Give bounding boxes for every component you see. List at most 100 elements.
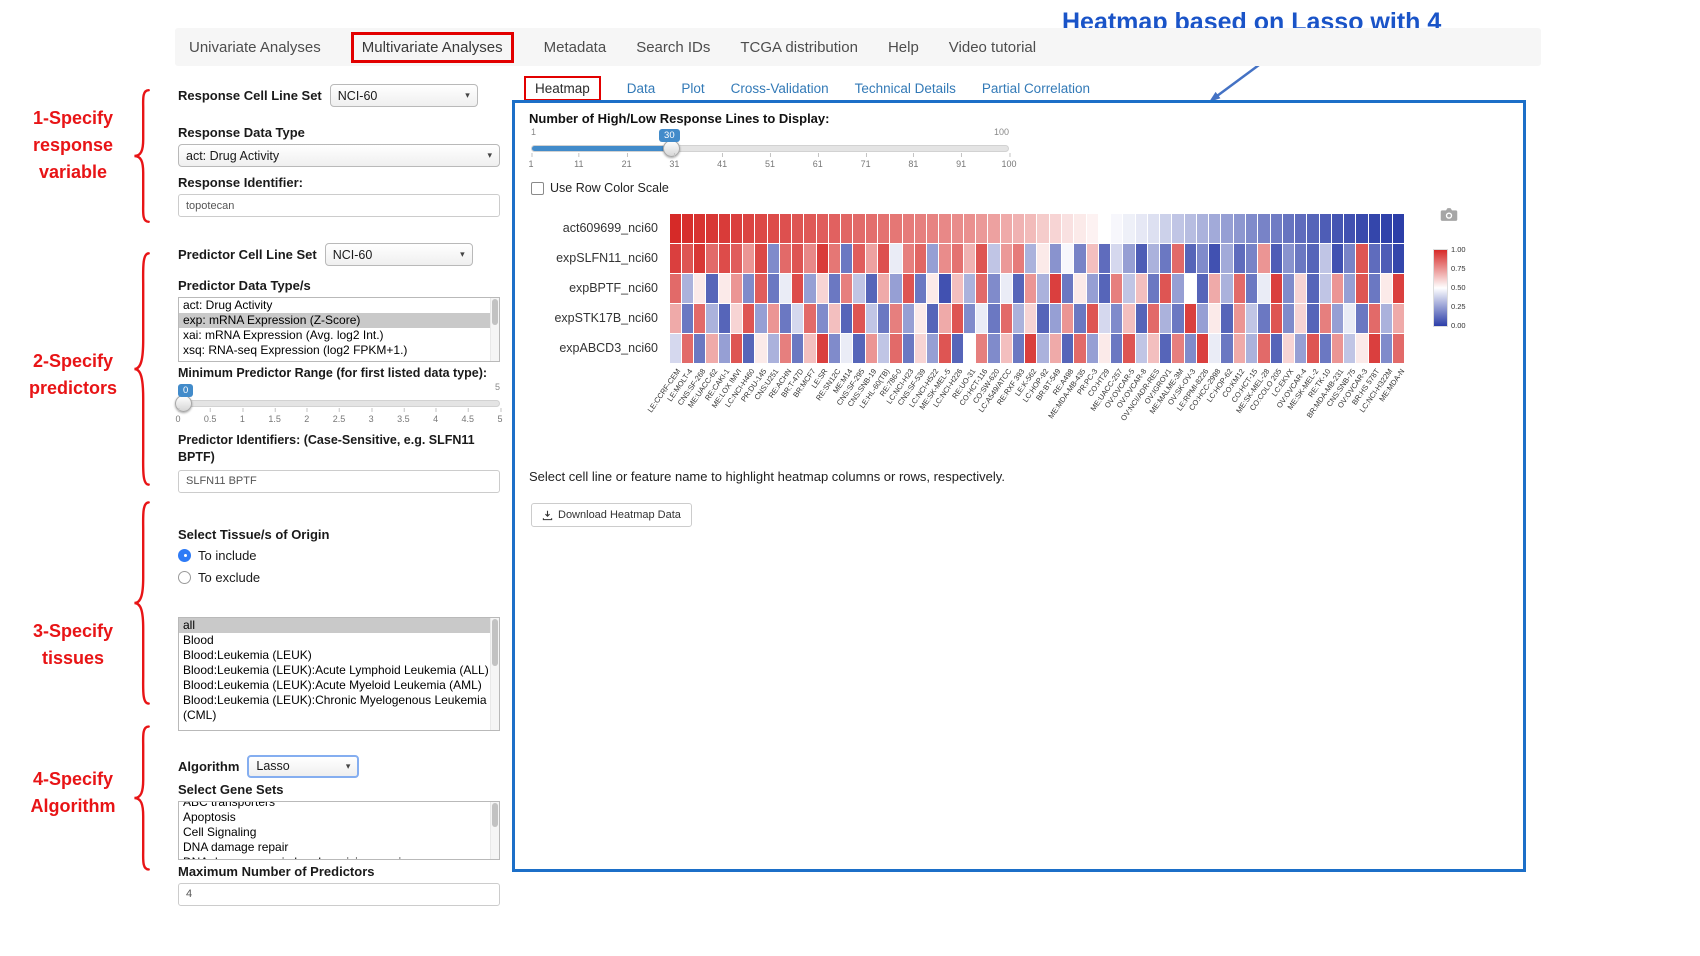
tissue-list[interactable]: all Blood Blood:Leukemia (LEUK) Blood:Leuke… bbox=[178, 616, 500, 731]
heatmap-cell bbox=[1380, 243, 1393, 273]
colorbar-tick-label: 0.75 bbox=[1451, 264, 1466, 273]
nav-item-search-ids[interactable]: Search IDs bbox=[636, 38, 711, 56]
heatmap-cell bbox=[706, 213, 718, 243]
slider-track[interactable] bbox=[178, 400, 500, 407]
tissue-include-radio[interactable]: To include bbox=[178, 548, 500, 563]
heatmap-cell bbox=[902, 303, 914, 333]
list-option-blood-leukemia-leuk-chronic-myelogenous-leukemia-cml[interactable]: Blood:Leukemia (LEUK):Chronic Myelogenou… bbox=[183, 692, 487, 722]
heatmap-cell bbox=[878, 213, 890, 243]
list-option-xai-mrna-expression-avg-log2-int[interactable]: xai: mRNA Expression (Avg. log2 Int.) bbox=[183, 328, 384, 342]
algorithm-select[interactable]: Lasso ▾ bbox=[247, 754, 360, 778]
list-option-blood-leukemia-leuk[interactable]: Blood:Leukemia (LEUK) bbox=[183, 647, 312, 662]
radio-selected-icon[interactable] bbox=[178, 548, 191, 562]
heatmap-cell bbox=[755, 243, 767, 273]
heatmap-cell bbox=[1295, 303, 1307, 333]
min-predictor-range-slider[interactable]: 5 0 0 0.5 1 1.5 2 2.5 3 3.5 4 4.5 5 bbox=[175, 380, 503, 426]
nav-item-multivariate-analyses[interactable]: Multivariate Analyses bbox=[350, 31, 514, 63]
list-option-abc-transporters[interactable]: ABC transporters bbox=[183, 800, 276, 809]
heatmap-cell bbox=[1123, 213, 1135, 243]
list-option-blood[interactable]: Blood bbox=[183, 632, 214, 647]
heatmap-row-label-expabcd3-nci60[interactable]: expABCD3_nci60 bbox=[559, 341, 658, 355]
response-data-type-select[interactable]: act: Drug Activity ▾ bbox=[178, 144, 500, 167]
tab-partial-correlation[interactable]: Partial Correlation bbox=[981, 81, 1090, 96]
list-option-xsq-rna-seq-expression-log2-fpkm-1[interactable]: xsq: RNA-seq Expression (log2 FPKM+1.) bbox=[183, 343, 408, 357]
list-option-dna-damage-repair[interactable]: DNA damage repair bbox=[183, 839, 289, 854]
predictor-identifiers-input[interactable] bbox=[178, 469, 500, 493]
heatmap-cell bbox=[902, 243, 914, 273]
list-option-blood-leukemia-leuk-acute-lymphoid-leukemia-all[interactable]: Blood:Leukemia (LEUK):Acute Lymphoid Leu… bbox=[183, 662, 489, 677]
colorbar-tick-label: 0.25 bbox=[1451, 302, 1466, 311]
heatmap-cell bbox=[902, 333, 914, 363]
list-option-blood-leukemia-leuk-acute-myeloid-leukemia-aml[interactable]: Blood:Leukemia (LEUK):Acute Myeloid Leuk… bbox=[183, 677, 482, 692]
slider-track[interactable] bbox=[531, 145, 1009, 152]
heatmap-cell bbox=[1111, 333, 1123, 363]
scrollbar[interactable] bbox=[490, 298, 499, 361]
tissue-exclude-label: To exclude bbox=[198, 569, 261, 585]
heatmap-cell bbox=[1172, 243, 1184, 273]
slider-tick-label: 91 bbox=[956, 153, 967, 169]
heatmap-row bbox=[669, 333, 1405, 363]
heatmap-cell bbox=[1025, 303, 1037, 333]
heatmap-cell bbox=[1098, 213, 1111, 243]
heatmap-cell bbox=[890, 243, 902, 273]
heatmap-cell bbox=[1049, 273, 1061, 303]
slider-tick-label: 1.5 bbox=[268, 408, 281, 424]
heatmap-cell bbox=[1147, 303, 1160, 333]
scrollbar[interactable] bbox=[490, 801, 499, 859]
heatmap-row-label-expstk17b-nci60[interactable]: expSTK17B_nci60 bbox=[554, 311, 658, 325]
list-option-act-drug-activity[interactable]: act: Drug Activity bbox=[183, 298, 273, 312]
tab-data[interactable]: Data bbox=[626, 81, 656, 96]
heatmap-row-label-expbptf-nci60[interactable]: expBPTF_nci60 bbox=[569, 281, 658, 295]
tissue-include-label: To include bbox=[198, 547, 257, 563]
tab-technical-details[interactable]: Technical Details bbox=[854, 81, 956, 96]
list-option-all[interactable]: all bbox=[179, 617, 499, 633]
nav-item-metadata[interactable]: Metadata bbox=[543, 38, 607, 56]
heatmap-cell bbox=[755, 303, 767, 333]
predictor-cell-line-set-select[interactable]: NCI-60 ▾ bbox=[324, 243, 473, 266]
heatmap-cell bbox=[669, 273, 681, 303]
predictor-data-type-list[interactable]: act: Drug Activity exp: mRNA Expression (… bbox=[178, 297, 500, 362]
tab-plot[interactable]: Plot bbox=[681, 81, 705, 96]
tab-cross-validation[interactable]: Cross-Validation bbox=[730, 81, 829, 96]
slider-tick-label: 0.5 bbox=[203, 408, 217, 424]
list-option-apoptosis[interactable]: Apoptosis bbox=[183, 809, 236, 824]
tissue-exclude-radio[interactable]: To exclude bbox=[178, 570, 500, 585]
heatmap-cell bbox=[1221, 303, 1233, 333]
heatmap-cell bbox=[1147, 273, 1160, 303]
response-identifier-input[interactable] bbox=[178, 194, 500, 217]
checkbox-icon[interactable] bbox=[531, 181, 544, 195]
scrollbar-thumb[interactable] bbox=[492, 802, 498, 827]
radio-unselected-icon[interactable] bbox=[178, 570, 191, 584]
heatmap-cell bbox=[890, 273, 902, 303]
heatmap-colorbar-ticks: 1.00 0.75 0.50 0.25 0.00 bbox=[1451, 245, 1481, 330]
heatmap-cell bbox=[828, 273, 841, 303]
slider-handle[interactable] bbox=[663, 140, 681, 157]
nav-item-tcga-distribution[interactable]: TCGA distribution bbox=[740, 38, 858, 56]
heatmap-cell bbox=[988, 213, 1000, 243]
list-option-exp-mrna-expression-z-score[interactable]: exp: mRNA Expression (Z-Score) bbox=[179, 313, 499, 328]
heatmap-row-label-expslfn11-nci60[interactable]: expSLFN11_nci60 bbox=[556, 251, 658, 265]
heatmap-cell bbox=[1368, 213, 1380, 243]
row-color-scale-control[interactable]: Use Row Color Scale bbox=[531, 181, 669, 195]
heatmap-col-labels: LE:CCRF-CEM LE:MOLT-4 CNS:SF-268 ME:UACC-62… bbox=[646, 365, 1406, 457]
gene-sets-list[interactable]: ABC transporters Apoptosis Cell Signaling D… bbox=[178, 800, 500, 860]
list-option-cell-signaling[interactable]: Cell Signaling bbox=[183, 824, 257, 839]
nav-item-video-tutorial[interactable]: Video tutorial bbox=[948, 38, 1037, 56]
max-predictors-input[interactable] bbox=[178, 882, 500, 906]
nav-item-univariate-analyses[interactable]: Univariate Analyses bbox=[189, 38, 321, 56]
camera-icon[interactable] bbox=[1440, 207, 1458, 222]
display-slider[interactable]: 1 100 30 1 11 21 31 41 51 61 71 81 91 100 bbox=[528, 125, 1016, 175]
heatmap-row-label-act609699-nci60[interactable]: act609699_nci60 bbox=[562, 221, 658, 235]
scrollbar-thumb[interactable] bbox=[492, 299, 498, 326]
nav-item-help[interactable]: Help bbox=[887, 38, 919, 56]
download-heatmap-button[interactable]: Download Heatmap Data bbox=[531, 503, 692, 527]
list-option-dna-damage-repair-break-excision-repair[interactable]: DNA damage repair, break excision repair bbox=[179, 855, 499, 859]
tab-heatmap[interactable]: Heatmap bbox=[524, 76, 601, 101]
row-color-scale-label: Use Row Color Scale bbox=[550, 181, 669, 195]
heatmap-cell bbox=[1000, 273, 1012, 303]
heatmap-cell bbox=[1111, 303, 1123, 333]
scrollbar[interactable] bbox=[490, 617, 499, 730]
heatmap-cell bbox=[1307, 333, 1319, 363]
response-cell-line-set-select[interactable]: NCI-60 ▾ bbox=[329, 84, 478, 107]
scrollbar-thumb[interactable] bbox=[492, 618, 498, 666]
